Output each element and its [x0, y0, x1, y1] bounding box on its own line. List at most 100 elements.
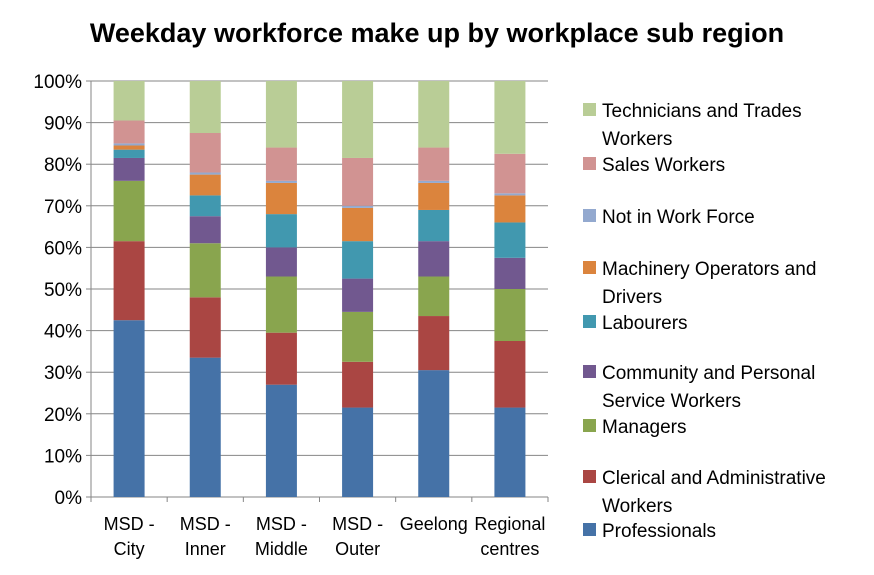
y-tick-label: 0% [55, 488, 83, 509]
bar-segment [418, 241, 450, 277]
bar-segment [342, 205, 374, 208]
bar-segment [494, 407, 526, 497]
y-tick-label: 90% [44, 114, 82, 135]
bar-segment [494, 341, 526, 408]
bar-segment [265, 247, 297, 277]
x-category-label: Regional [474, 514, 545, 534]
bar-segment [494, 257, 526, 289]
bar-segment [113, 145, 145, 150]
y-tick-label: 80% [44, 155, 82, 176]
bar-segment [189, 195, 221, 217]
bar-segment [265, 384, 297, 497]
y-tick-label: 70% [44, 197, 82, 218]
bar-segment [189, 174, 221, 196]
bar-segment [189, 297, 221, 358]
bar-segment [418, 209, 450, 242]
bar-segment [494, 81, 526, 154]
legend-label: Workers [602, 129, 672, 150]
y-tick-label: 30% [44, 363, 82, 384]
bar-segment [189, 357, 221, 497]
x-category-label: City [114, 539, 145, 559]
y-tick-label: 60% [44, 238, 82, 259]
x-category-label: MSD - [256, 514, 307, 534]
bar-segment [418, 180, 450, 183]
legend-swatch [583, 419, 596, 432]
bar-segment [265, 214, 297, 248]
x-category-label: MSD - [332, 514, 383, 534]
bar-segment [418, 81, 450, 148]
legend-label: Clerical and Administrative [602, 468, 826, 489]
bar-segment [113, 320, 145, 497]
legend-swatch [583, 315, 596, 328]
bar-segment [418, 276, 450, 317]
bar-segment [418, 316, 450, 371]
bar-segment [265, 182, 297, 215]
bar-segment [189, 81, 221, 133]
bar-segment [418, 147, 450, 181]
bar-segment [113, 143, 145, 146]
chart-title: Weekday workforce make up by workplace s… [89, 18, 785, 48]
bar-segment [494, 222, 526, 258]
legend-label: Technicians and Trades [602, 101, 802, 122]
bar-segment [189, 243, 221, 298]
bar-segment [418, 182, 450, 210]
legend-label: Machinery Operators and [602, 259, 816, 280]
x-category-label: Middle [255, 539, 308, 559]
bar-segment [342, 311, 374, 362]
legend-label: Sales Workers [602, 155, 725, 176]
bar-segment [342, 241, 374, 279]
legend-swatch [583, 103, 596, 116]
y-tick-label: 20% [44, 405, 82, 426]
y-tick-label: 100% [33, 72, 82, 93]
bar-segment [265, 332, 297, 385]
bar-segment [342, 81, 374, 158]
y-tick-label: 10% [44, 446, 82, 467]
bar-segment [265, 81, 297, 148]
legend-swatch [583, 523, 596, 536]
bar-segment [494, 153, 526, 194]
bar-segment [189, 172, 221, 175]
bar-segment [418, 370, 450, 497]
y-tick-label: 40% [44, 322, 82, 343]
x-category-label: centres [480, 539, 539, 559]
x-category-label: MSD - [104, 514, 155, 534]
bar-segment [265, 147, 297, 181]
y-tick-label: 50% [44, 280, 82, 301]
x-category-label: Outer [335, 539, 380, 559]
bar-segment [342, 157, 374, 206]
bar-segment [265, 276, 297, 333]
bar-segment [113, 157, 145, 181]
x-category-label: MSD - [180, 514, 231, 534]
legend-swatch [583, 209, 596, 222]
bar-segment [113, 120, 145, 144]
bar-segment [113, 180, 145, 242]
legend-label: Service Workers [602, 391, 741, 412]
bar-segment [113, 81, 145, 121]
bar-segment [342, 361, 374, 408]
legend-swatch [583, 157, 596, 170]
x-category-label: Inner [185, 539, 226, 559]
bar-segment [342, 278, 374, 312]
bar-segment [189, 133, 221, 173]
legend-swatch [583, 261, 596, 274]
legend-label: Not in Work Force [602, 207, 755, 228]
bar-segment [113, 149, 145, 158]
legend-label: Professionals [602, 521, 716, 542]
bar-segment [342, 207, 374, 242]
bar-segment [494, 289, 526, 341]
bar-segment [113, 241, 145, 321]
legend-swatch [583, 470, 596, 483]
bar-segment [494, 195, 526, 223]
legend-swatch [583, 365, 596, 378]
legend-label: Labourers [602, 313, 688, 334]
bar-segment [494, 193, 526, 196]
bar-segment [189, 216, 221, 244]
legend-label: Workers [602, 496, 672, 517]
bar-segment [265, 180, 297, 183]
x-category-label: Geelong [400, 514, 468, 534]
legend-label: Drivers [602, 287, 662, 308]
legend-label: Community and Personal [602, 363, 815, 384]
legend-label: Managers [602, 417, 687, 438]
bar-segment [342, 407, 374, 497]
